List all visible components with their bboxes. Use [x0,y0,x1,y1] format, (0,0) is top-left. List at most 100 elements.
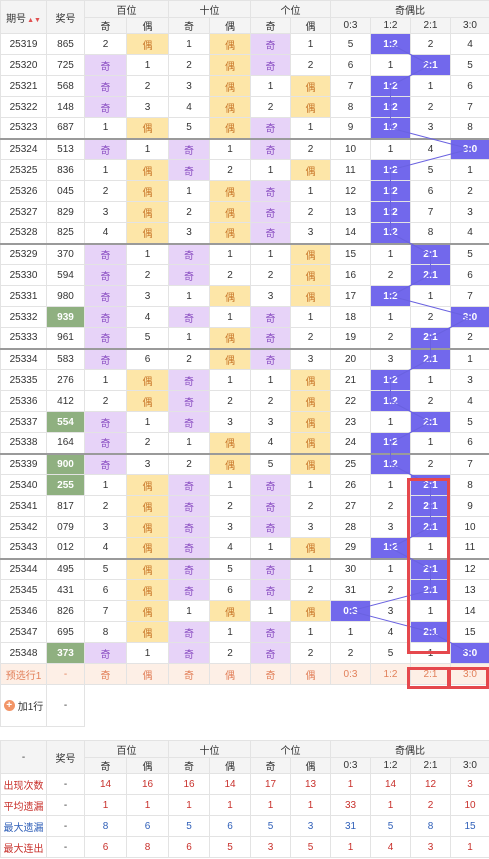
stat-value: 15 [450,815,489,837]
preview-cell[interactable]: 偶 [290,663,331,685]
draw-row: 25333 961 奇 5 1 偶奇 2 19 2 2:1 2 [0,327,489,350]
preview-cell[interactable]: 3:0 [450,663,489,685]
odd-cell: 6 [84,579,127,601]
even-cell: 偶 [290,159,331,181]
ratio-cell: 8 [410,222,451,245]
odd-cell: 1 [250,537,291,560]
ratio-2-1-header: 2:1 [410,17,451,34]
draw-number-cell: 865 [46,33,85,55]
even-cell: 2 [126,264,169,286]
stat-value: 5 [250,815,291,837]
odd-cell: 奇 [168,495,210,517]
even-cell: 偶 [126,600,169,622]
preview-cell[interactable]: 奇 [250,663,291,685]
odd-cell: 2 [84,33,127,55]
even-cell: 1 [290,180,331,202]
even-cell: 2 [290,495,331,517]
odd-cell: 2 [250,390,291,412]
stat-value: 1 [330,836,371,858]
odd-cell: 奇 [84,138,127,160]
odd-cell: 奇 [250,222,291,245]
stat-value: - [46,836,85,858]
odd-cell: 奇 [84,306,127,328]
ratio-cell: 26 [330,474,371,496]
even-cell: 2 [290,642,331,664]
preview-draw: - [46,663,85,685]
even-cell: 6 [126,348,169,370]
draw-number-cell: 817 [46,495,85,517]
odd-cell: 2 [168,348,210,370]
even-cell: 4 [126,306,169,328]
stat-value: 5 [209,836,251,858]
ratio-cell: 1 [410,285,451,307]
odd-cell: 1 [168,432,210,455]
stat-value: 1 [290,794,331,816]
odd-cell: 3 [168,75,210,97]
stat-label: 出现次数 [0,773,47,795]
odd-cell: 奇 [84,348,127,370]
odd-cell: 奇 [84,96,127,118]
odd-cell: 4 [250,432,291,455]
preview-cell[interactable]: 1:2 [370,663,411,685]
hundreds-header: 百位 [84,0,169,18]
plus-circle-icon[interactable]: + [3,700,15,711]
ratio-cell: 13 [450,579,489,601]
ratio-cell: 4 [410,138,451,160]
preview-row[interactable]: 预选行1 - 奇 偶 奇 偶 奇 偶 0:3 1:2 2:1 3:0 [0,663,489,685]
ratio-cell: 8 [330,96,371,118]
preview-cell[interactable]: 奇 [168,663,210,685]
even-cell: 偶 [126,579,169,601]
preview-cell[interactable]: 偶 [126,663,169,685]
stat-row: 最大连出 -6 8 6 5 3 5 1 4 3 1 [0,836,489,858]
ratio-cell: 2:1 [410,243,451,265]
even-subheader: 偶 [290,757,331,774]
stat-value: 16 [168,773,210,795]
even-cell: 2 [290,579,331,601]
draw-row: 25339 900 奇 3 2 偶 5 偶 25 1:2 2 7 [0,453,489,475]
preview-cell[interactable]: 2:1 [410,663,451,685]
draw-row: 25345 431 6 偶奇 6 奇 2 31 2 2:1 13 [0,579,489,601]
ratio-cell: 1:2 [370,285,411,307]
sort-icon[interactable]: ▲▼ [27,16,41,24]
even-cell: 偶 [290,537,331,560]
ratio-cell: 5 [450,411,489,433]
draw-number-cell: 568 [46,75,85,97]
stat-value: 14 [209,773,251,795]
ratio-cell: 1 [370,558,411,580]
ratio-cell: 3 [450,369,489,391]
ratio-cell: 1:2 [370,117,411,140]
stat-value: 8 [410,815,451,837]
odd-cell: 奇 [84,75,127,97]
even-cell: 偶 [290,264,331,286]
footer-units-header: 个位 [250,740,331,758]
period-cell: 25333 [0,327,47,350]
preview-cell[interactable]: 0:3 [330,663,371,685]
odd-cell: 4 [84,222,127,245]
even-cell: 1 [290,474,331,496]
ratio-cell: 4 [450,222,489,245]
even-cell: 1 [126,54,169,76]
stat-label: 最大连出 [0,836,47,858]
odd-cell: 3 [168,222,210,245]
stat-value: 13 [290,773,331,795]
add-row-button[interactable]: + 加1行 [0,684,47,727]
stat-label: 最大遗漏 [0,815,47,837]
ratio-cell: 21 [330,369,371,391]
odd-cell: 奇 [250,201,291,223]
period-header[interactable]: 期号▲▼ [0,0,47,34]
preview-cell[interactable]: 偶 [209,663,251,685]
even-cell: 1 [209,369,251,391]
even-cell: 2 [126,75,169,97]
ratio-cell: 5 [450,243,489,265]
ratio-cell: 24 [330,432,371,455]
draw-row: 25347 695 8 偶奇 1 奇 1 1 4 2:1 15 [0,621,489,643]
ratio-cell: 5 [410,159,451,181]
draw-row: 25331 980 奇 3 1 偶 3 偶 17 1:2 1 7 [0,285,489,307]
ratio-cell: 19 [330,327,371,350]
ratio-cell: 1:2 [370,201,411,223]
even-cell: 偶 [126,390,169,412]
preview-cell[interactable]: 奇 [84,663,127,685]
draw-header: 奖号 [46,0,85,34]
odd-cell: 1 [168,33,210,55]
odd-cell: 奇 [250,327,291,350]
